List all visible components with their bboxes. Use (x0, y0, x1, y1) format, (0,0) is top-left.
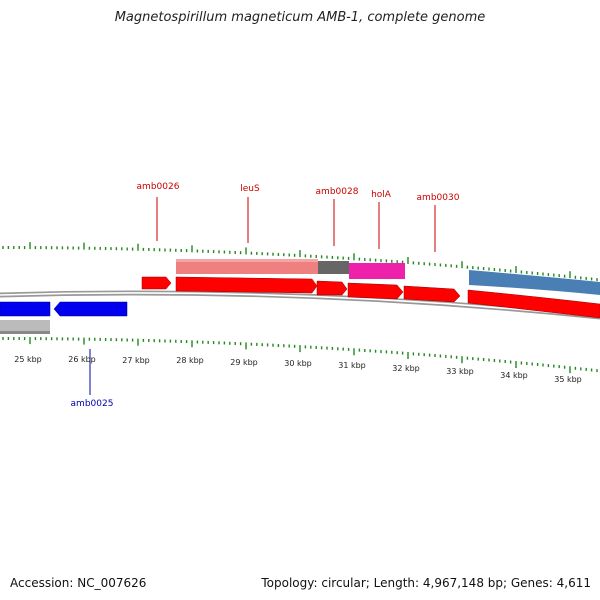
accession-text: Accession: NC_007626 (10, 576, 147, 590)
gene-label-amb0025: amb0025 (71, 399, 114, 409)
scale-label-29kbp: 29 kbp (230, 358, 258, 367)
cds-band-left-gray-shadow (0, 331, 50, 334)
gene-arrow-amb0030[interactable] (403, 285, 461, 303)
gene-label-hola: holA (371, 190, 392, 200)
scale-label-34kbp: 34 kbp (500, 371, 528, 380)
scale-label-32kbp: 32 kbp (392, 364, 420, 373)
genome-summary-text: Topology: circular; Length: 4,967,148 bp… (261, 576, 591, 590)
scale-label-30kbp: 30 kbp (284, 359, 312, 368)
scale-label-28kbp: 28 kbp (176, 356, 204, 365)
bottom-tick-row (2, 337, 598, 374)
gene-arrow-left-reverse[interactable] (0, 301, 51, 317)
scale-label-27kbp: 27 kbp (122, 356, 150, 365)
gene-arrow-amb0028[interactable] (316, 280, 348, 296)
scale-label-31kbp: 31 kbp (338, 361, 366, 370)
cds-band-leus (176, 259, 318, 274)
gene-arrow-amb0025[interactable] (53, 301, 128, 317)
gene-arrow-amb0026[interactable] (141, 276, 172, 290)
gene-label-amb0026: amb0026 (137, 182, 180, 192)
cds-band-left-gray (0, 320, 50, 334)
gene-label-leus: leuS (240, 184, 260, 194)
cds-band-amb0028 (318, 261, 349, 274)
gene-arrow-hola[interactable] (347, 282, 404, 300)
genome-backbone-inner (0, 292, 600, 318)
cds-band-right (469, 270, 600, 295)
scale-label-26kbp: 26 kbp (68, 355, 96, 364)
genome-title: Magnetospirillum magneticum AMB-1, compl… (114, 10, 486, 25)
gene-arrow-right[interactable] (467, 289, 600, 319)
scale-label-33kbp: 33 kbp (446, 367, 474, 376)
gene-label-amb0030: amb0030 (417, 193, 460, 203)
gene-label-amb0028: amb0028 (316, 187, 359, 197)
scale-label-25kbp: 25 kbp (14, 355, 42, 364)
gene-label-leaders (89, 197, 436, 395)
top-tick-row (2, 242, 598, 282)
gene-arrow-leus[interactable] (175, 276, 318, 294)
scale-label-35kbp: 35 kbp (554, 375, 582, 384)
cds-band-hola (349, 263, 405, 279)
cds-band-leus-highlight (176, 259, 318, 262)
